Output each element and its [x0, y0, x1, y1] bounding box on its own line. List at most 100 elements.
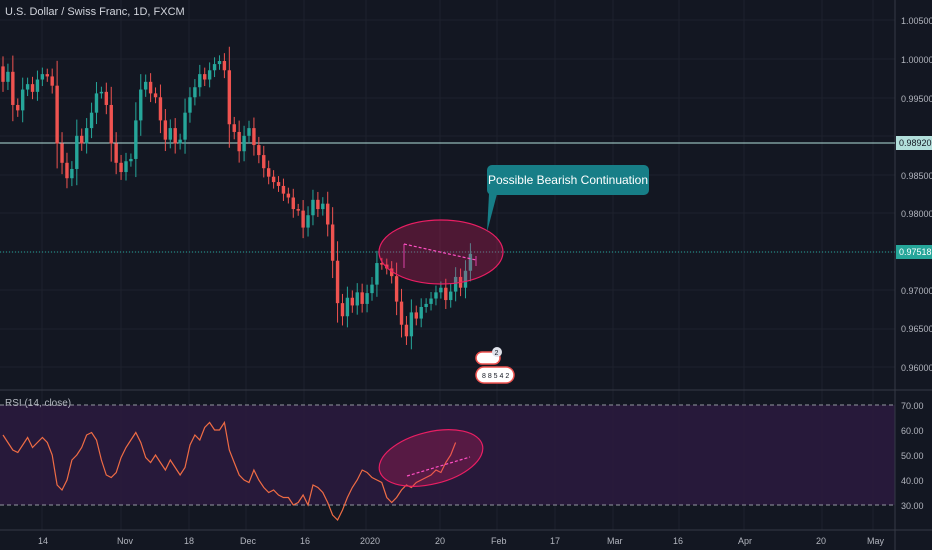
- candle-body[interactable]: [242, 135, 246, 152]
- candle-body[interactable]: [129, 158, 133, 162]
- candle-body[interactable]: [340, 303, 345, 317]
- candle-body[interactable]: [365, 293, 369, 304]
- candle-body[interactable]: [124, 161, 128, 173]
- candle-body[interactable]: [65, 162, 69, 179]
- candle-body[interactable]: [148, 81, 153, 94]
- candle-body[interactable]: [227, 70, 232, 125]
- candle-body[interactable]: [178, 139, 182, 144]
- candle-body[interactable]: [375, 263, 379, 285]
- candle-body[interactable]: [232, 124, 236, 132]
- candle-body[interactable]: [306, 215, 310, 228]
- candle-body[interactable]: [424, 303, 428, 307]
- candle-body[interactable]: [276, 182, 281, 186]
- candles[interactable]: [1, 46, 473, 350]
- candle-body[interactable]: [99, 91, 104, 94]
- candle-body[interactable]: [212, 64, 217, 71]
- candle-body[interactable]: [207, 70, 212, 80]
- price-trendline[interactable]: [403, 243, 477, 261]
- candle-body[interactable]: [143, 81, 148, 90]
- candle-body[interactable]: [173, 128, 177, 144]
- candle-body[interactable]: [193, 87, 197, 98]
- candle-body[interactable]: [394, 276, 399, 302]
- candle-body[interactable]: [30, 84, 35, 92]
- candle-body[interactable]: [114, 143, 118, 163]
- candle-body[interactable]: [16, 104, 20, 111]
- candle-body[interactable]: [134, 120, 138, 159]
- rsi-ellipse[interactable]: [373, 420, 488, 496]
- event-badges[interactable]: 2 8 8 5 4 2: [475, 347, 515, 384]
- candle-body[interactable]: [429, 298, 433, 304]
- candle-body[interactable]: [168, 128, 172, 140]
- rsi-line[interactable]: [2, 420, 457, 522]
- candle-body[interactable]: [301, 210, 305, 228]
- candle-body[interactable]: [139, 89, 143, 121]
- candle-body[interactable]: [89, 112, 94, 129]
- candle-body[interactable]: [153, 93, 158, 98]
- candle-body[interactable]: [335, 260, 340, 304]
- candle-body[interactable]: [380, 263, 384, 265]
- candle-body[interactable]: [203, 74, 207, 80]
- candle-body[interactable]: [434, 292, 438, 299]
- candle-body[interactable]: [109, 104, 113, 144]
- candle-body[interactable]: [94, 93, 99, 113]
- candle-body[interactable]: [55, 85, 59, 144]
- candle-body[interactable]: [6, 71, 10, 82]
- candle-body[interactable]: [444, 287, 448, 301]
- candle-body[interactable]: [104, 91, 109, 105]
- candle-body[interactable]: [35, 79, 40, 92]
- candle-body[interactable]: [453, 276, 458, 292]
- candle-body[interactable]: [360, 292, 364, 304]
- candle-body[interactable]: [158, 97, 163, 121]
- candle-body[interactable]: [296, 209, 300, 211]
- candle-body[interactable]: [311, 199, 315, 216]
- candle-body[interactable]: [355, 292, 359, 306]
- candle-body[interactable]: [463, 270, 468, 288]
- candle-body[interactable]: [217, 61, 222, 65]
- candle-body[interactable]: [163, 120, 168, 140]
- candle-body[interactable]: [119, 162, 123, 173]
- candle-body[interactable]: [257, 145, 261, 156]
- candle-body[interactable]: [414, 312, 418, 319]
- candle-body[interactable]: [385, 264, 389, 269]
- candle-body[interactable]: [330, 224, 335, 261]
- candle-body[interactable]: [222, 61, 227, 71]
- candle-body[interactable]: [321, 203, 325, 210]
- candle-body[interactable]: [1, 66, 5, 82]
- candle-body[interactable]: [247, 128, 251, 136]
- candle-body[interactable]: [237, 131, 241, 152]
- candle-body[interactable]: [11, 71, 15, 105]
- candle-body[interactable]: [70, 168, 74, 179]
- candle-body[interactable]: [370, 284, 374, 294]
- candle-body[interactable]: [409, 312, 414, 337]
- candle-body[interactable]: [252, 128, 256, 146]
- candle-body[interactable]: [316, 199, 320, 210]
- candle-body[interactable]: [291, 197, 295, 210]
- candle-body[interactable]: [20, 89, 25, 111]
- callout-label[interactable]: Possible Bearish Continuation: [487, 165, 649, 195]
- candle-body[interactable]: [183, 112, 187, 140]
- candle-body[interactable]: [75, 135, 79, 169]
- candle-body[interactable]: [60, 143, 64, 163]
- candle-body[interactable]: [188, 97, 192, 113]
- candle-body[interactable]: [345, 297, 350, 317]
- candle-body[interactable]: [326, 203, 330, 225]
- candle-body[interactable]: [468, 253, 473, 271]
- candle-body[interactable]: [399, 301, 404, 325]
- candle-body[interactable]: [262, 155, 266, 169]
- candle-body[interactable]: [281, 185, 286, 194]
- candle-body[interactable]: [80, 135, 84, 144]
- candle-body[interactable]: [271, 176, 276, 183]
- candle-body[interactable]: [419, 306, 423, 319]
- candle-body[interactable]: [45, 74, 49, 77]
- candle-body[interactable]: [266, 168, 271, 177]
- event-badge[interactable]: [475, 366, 515, 384]
- candle-body[interactable]: [40, 74, 45, 80]
- rsi-trendline[interactable]: [406, 456, 471, 477]
- candle-body[interactable]: [404, 324, 409, 337]
- candle-body[interactable]: [449, 291, 453, 301]
- candle-body[interactable]: [25, 84, 30, 90]
- candle-body[interactable]: [439, 287, 443, 293]
- candle-body[interactable]: [50, 76, 54, 86]
